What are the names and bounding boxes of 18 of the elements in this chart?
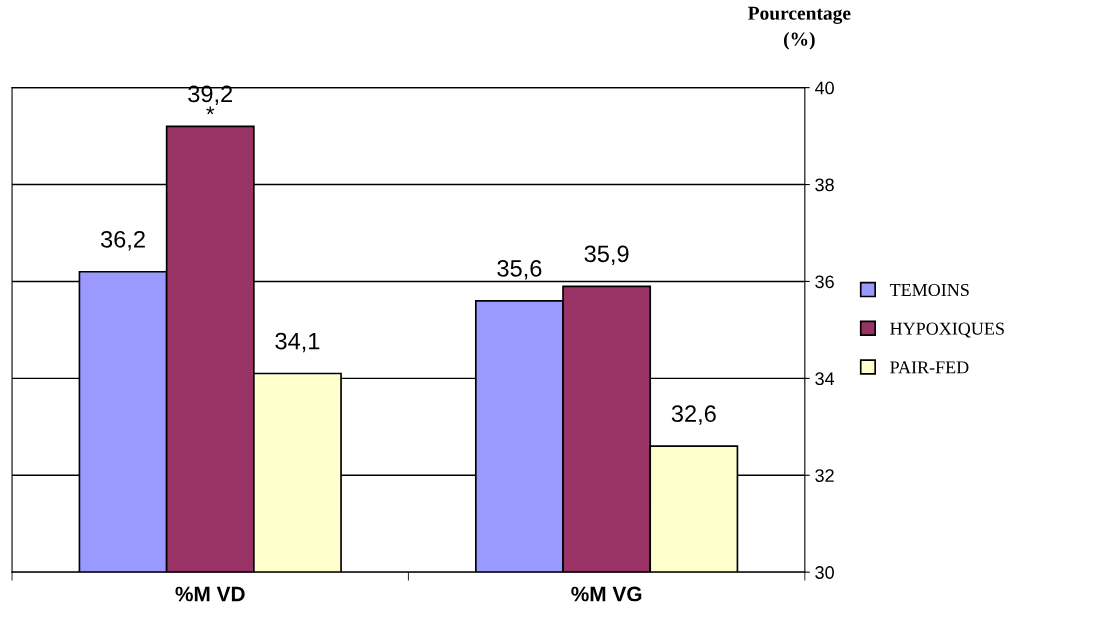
x-tick-label: %M VG [571,586,642,602]
data-label: 35,9 [584,245,629,265]
data-label: 36,2 [100,230,145,251]
data-label: 35,6 [497,260,542,280]
y-tick-label: 38 [815,178,834,192]
data-label: 32,6 [671,405,716,425]
y-tick-label: 30 [815,566,834,579]
legend-label: HYPOXIQUES [890,322,1004,338]
data-label: 34,1 [275,332,320,353]
annotation: * [206,106,215,115]
legend-label: PAIR-FED [890,361,969,374]
y-tick-label: 34 [815,372,835,386]
y-axis-title: Pourcentage (%) [748,6,851,50]
y-tick-label: 36 [815,275,834,289]
y-tick-label: 32 [815,469,834,482]
x-tick-label: %M VD [175,586,245,602]
y-tick-label: 40 [814,81,834,95]
legend-label: TEMOINS [889,283,969,297]
